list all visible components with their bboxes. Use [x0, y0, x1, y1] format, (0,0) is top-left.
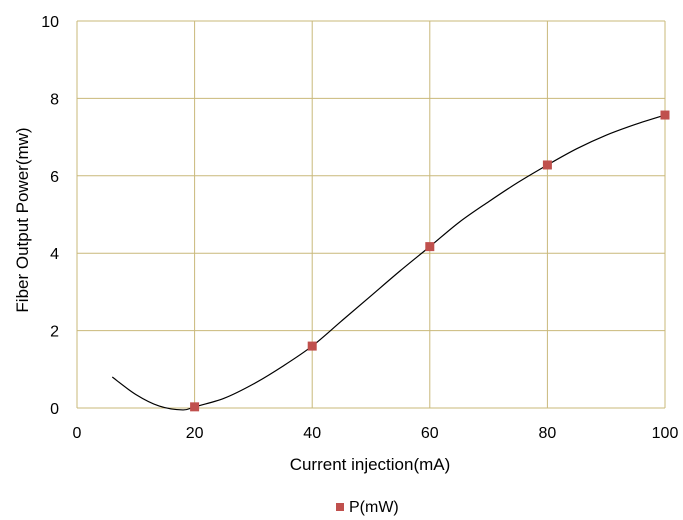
x-tick-label: 80 [539, 425, 557, 442]
data-point [425, 242, 435, 252]
y-tick-label: 6 [50, 169, 59, 186]
y-tick-label: 10 [41, 14, 59, 31]
data-points [190, 110, 670, 412]
legend-label: P(mW) [349, 499, 399, 516]
x-tick-label: 0 [73, 425, 82, 442]
y-axis-title: Fiber Output Power(mw) [13, 127, 32, 312]
y-tick-label: 2 [50, 324, 59, 341]
y-tick-label: 8 [50, 91, 59, 108]
x-tick-label: 20 [186, 425, 204, 442]
trendline [111, 114, 666, 411]
data-point [190, 402, 200, 412]
x-tick-label: 60 [421, 425, 439, 442]
grid [76, 20, 666, 409]
data-point [307, 341, 317, 351]
x-tick-label: 100 [652, 425, 679, 442]
y-tick-label: 0 [50, 401, 59, 418]
data-point [660, 110, 670, 120]
tick-labels: 0 20 40 60 80 100 0 2 4 6 8 10 [41, 14, 678, 442]
x-tick-label: 40 [303, 425, 321, 442]
data-point [542, 160, 552, 170]
legend-swatch [336, 503, 344, 511]
legend: P(mW) [336, 499, 399, 516]
y-tick-label: 4 [50, 246, 59, 263]
x-axis-title: Current injection(mA) [290, 455, 451, 474]
